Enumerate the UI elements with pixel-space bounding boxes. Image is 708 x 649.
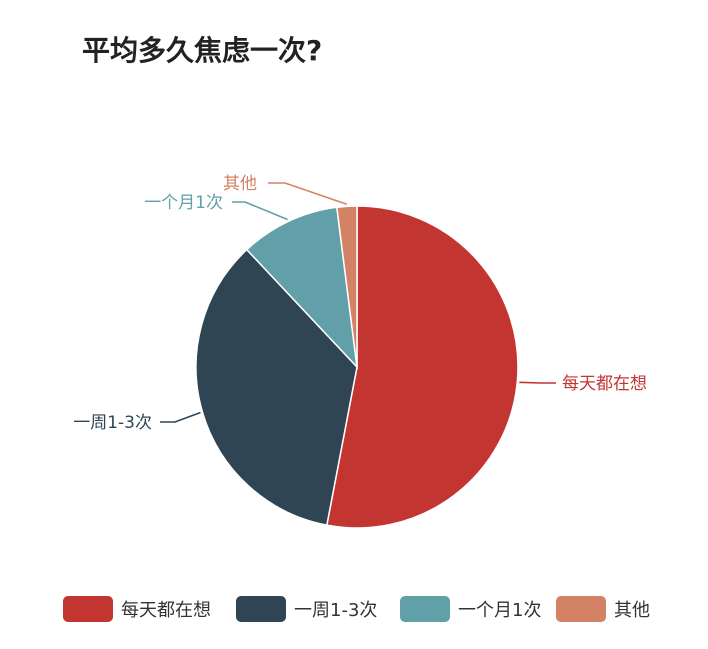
pie-slice-2 <box>195 248 358 527</box>
pie-slice-1 <box>325 205 519 529</box>
legend-label-2: 一周1-3次 <box>294 600 377 621</box>
pie-slice-4 <box>335 205 358 368</box>
legend-swatch-2 <box>236 596 286 622</box>
callout-line-3 <box>232 201 288 221</box>
legend-label-3: 一个月1次 <box>458 600 541 621</box>
pie-slices <box>195 205 519 529</box>
callout-line-4 <box>268 182 348 206</box>
callout-line-2 <box>160 411 201 423</box>
legend-swatch-3 <box>400 596 450 622</box>
legend-label-4: 其他 <box>614 600 650 621</box>
chart-title: 平均多久焦虑一次? <box>82 34 322 67</box>
legend-swatch-4 <box>556 596 606 622</box>
legend-swatch-1 <box>63 596 113 622</box>
pie-slice-3 <box>245 206 359 370</box>
callout-label-1: 每天都在想 <box>562 374 647 394</box>
callout-label-4: 其他 <box>223 174 257 194</box>
callout-line-1 <box>519 381 556 384</box>
callout-label-2: 一周1-3次 <box>73 413 152 433</box>
legend: 每天都在想 一周1-3次 一个月1次 其他 <box>63 596 650 622</box>
callout-label-3: 一个月1次 <box>144 193 223 213</box>
legend-label-1: 每天都在想 <box>121 600 211 621</box>
